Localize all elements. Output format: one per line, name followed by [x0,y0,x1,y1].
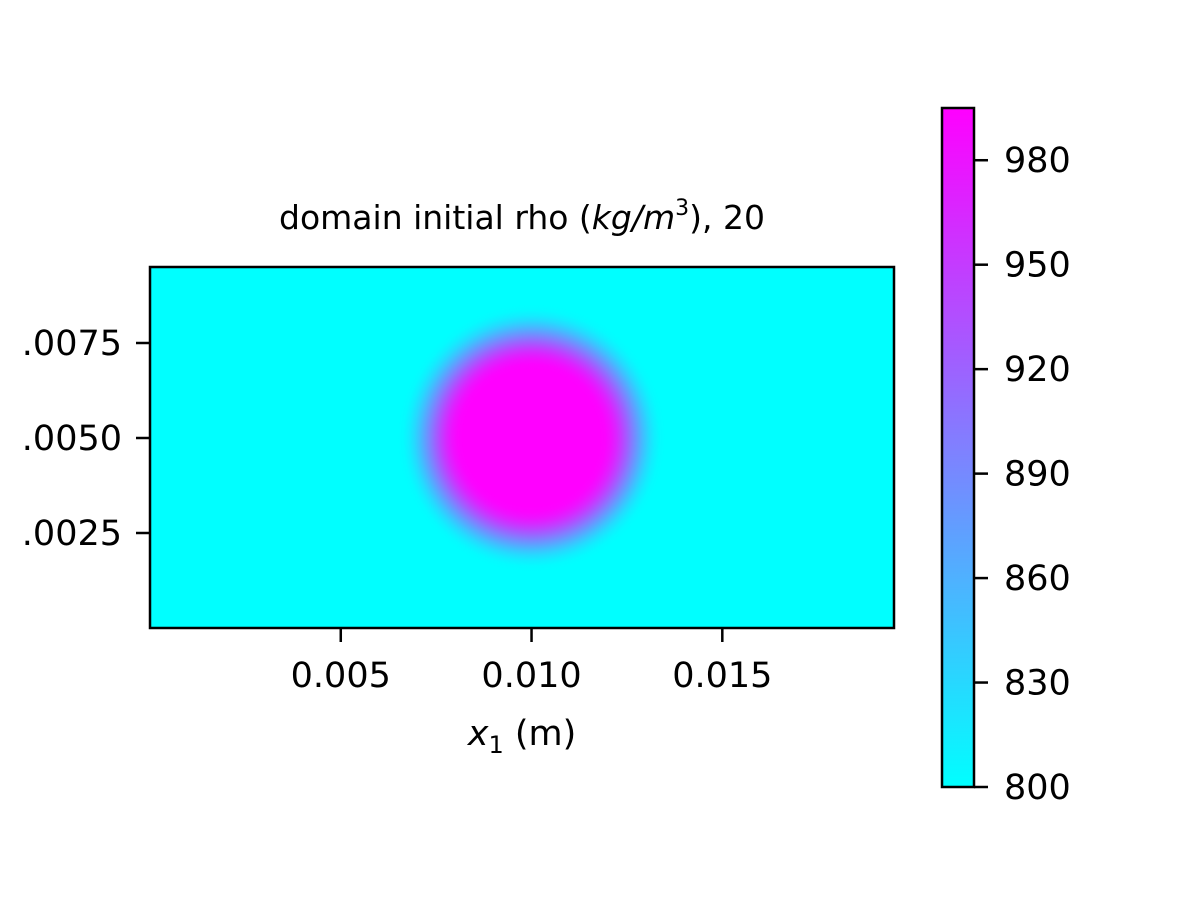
x-tick-label: 0.005 [291,656,391,696]
colorbar-tick-label: 890 [1004,455,1071,495]
heatmap-plot [148,265,896,630]
x-axis-label-subscript: 1 [488,731,503,759]
x-tick-label: 0.015 [672,656,772,696]
y-tick-label: .0075 [22,324,122,364]
colorbar-tick-label: 950 [1004,246,1071,286]
colorbar-tick-label: 980 [1004,141,1071,181]
colorbar-ticks: 800 830 860 890 920 950 980 [974,141,1071,808]
colorbar-gradient-bar [942,108,974,787]
plot-frame [148,265,896,630]
colorbar-tick-label: 830 [1004,664,1071,704]
x-axis-label: x1 (m) [467,714,577,759]
y-tick-label: .0050 [22,419,122,459]
title-suffix: ), 20 [689,198,765,237]
x-tick-label: 0.010 [481,656,581,696]
x-axis-label-unit: (m) [504,714,577,754]
x-axis-ticks: 0.005 0.010 0.015 [291,628,772,696]
y-tick-label: .0025 [22,514,122,554]
colorbar-tick-label: 920 [1004,350,1071,390]
title-unit-superscript: 3 [675,196,689,221]
chart-title: domain initial rho (kg/m3), 20 [279,196,765,237]
y-axis-ticks: .0025 .0050 .0075 [22,324,150,554]
colorbar-tick-label: 800 [1004,768,1071,808]
colorbar: 800 830 860 890 920 950 980 [940,106,1071,808]
x-axis-label-var: x [467,714,489,754]
colorbar-tick-label: 860 [1004,559,1071,599]
colorbar-frame [940,106,976,789]
density-blob [398,304,666,572]
title-unit: kg/m [592,198,675,237]
title-prefix: domain initial rho ( [279,198,592,237]
